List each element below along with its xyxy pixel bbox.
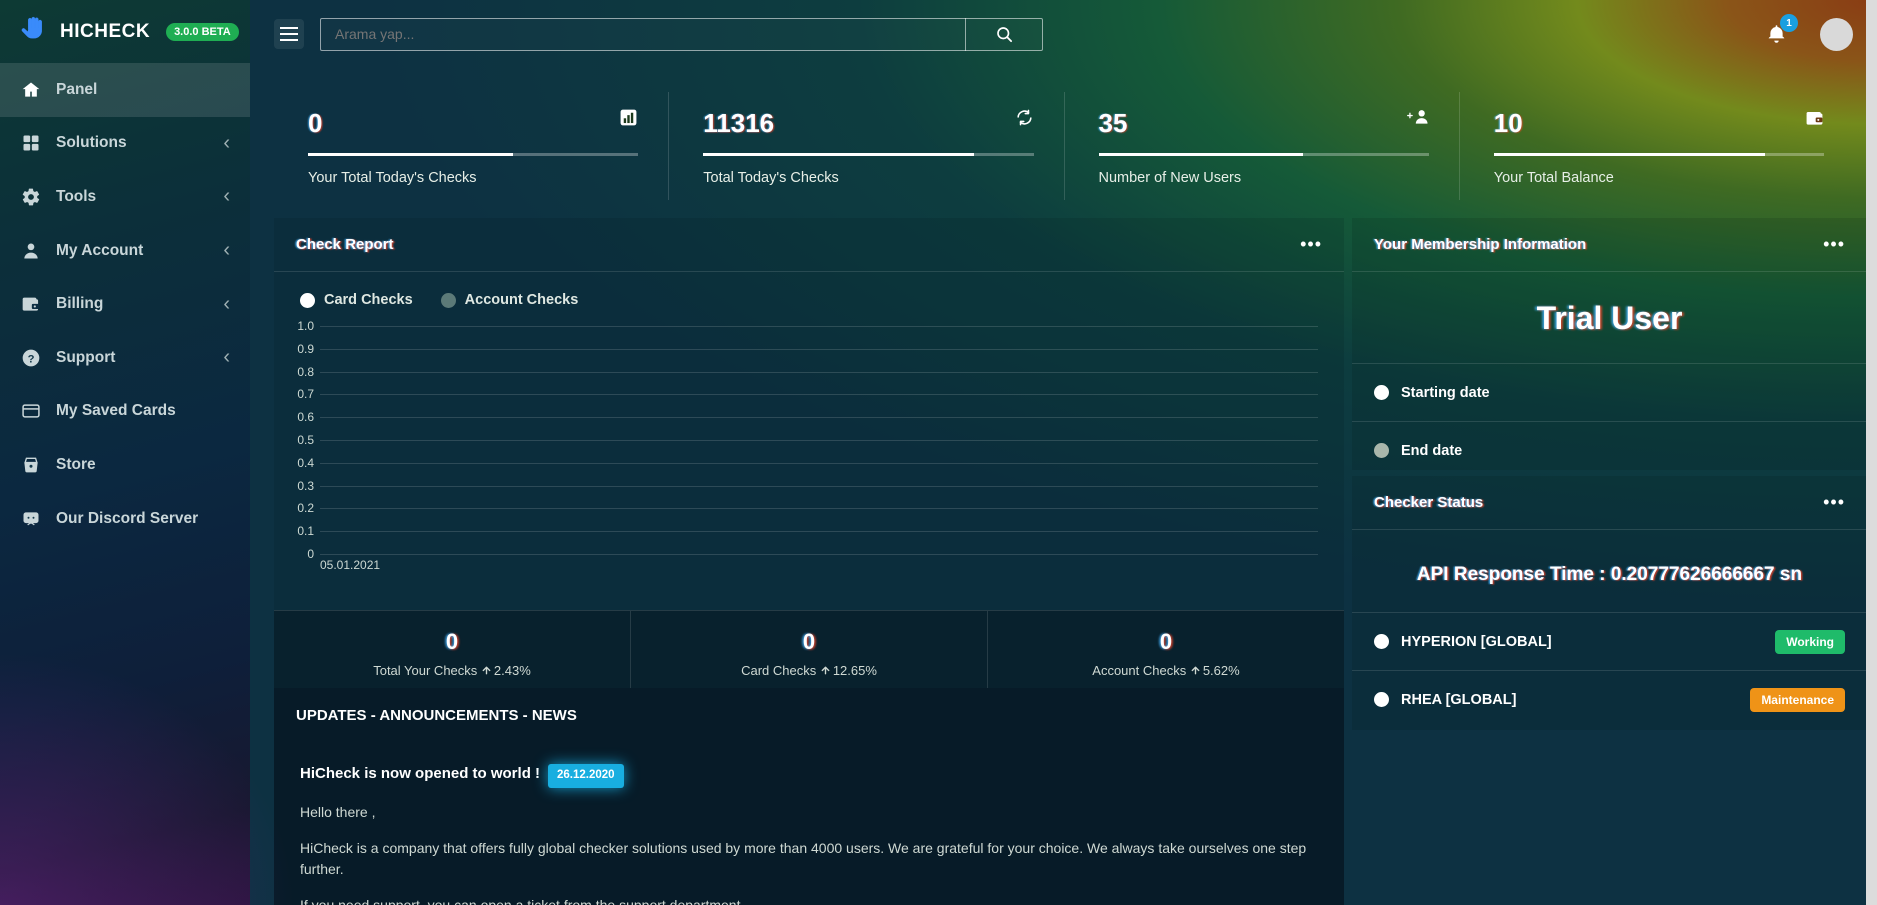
svg-text:?: ? — [28, 353, 35, 365]
